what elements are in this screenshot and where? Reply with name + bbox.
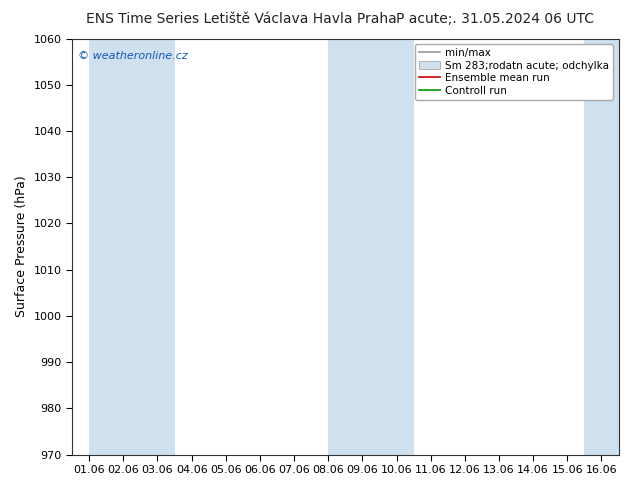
Legend: min/max, Sm 283;rodatn acute; odchylka, Ensemble mean run, Controll run: min/max, Sm 283;rodatn acute; odchylka, …	[415, 44, 613, 100]
Text: P acute;. 31.05.2024 06 UTC: P acute;. 31.05.2024 06 UTC	[396, 12, 593, 26]
Bar	[89, 39, 174, 455]
Y-axis label: Surface Pressure (hPa): Surface Pressure (hPa)	[15, 176, 28, 318]
Bar	[585, 39, 619, 455]
Bar	[328, 39, 413, 455]
Text: © weatheronline.cz: © weatheronline.cz	[77, 51, 187, 61]
Text: ENS Time Series Letiště Václava Havla Praha: ENS Time Series Letiště Václava Havla Pr…	[86, 12, 396, 26]
